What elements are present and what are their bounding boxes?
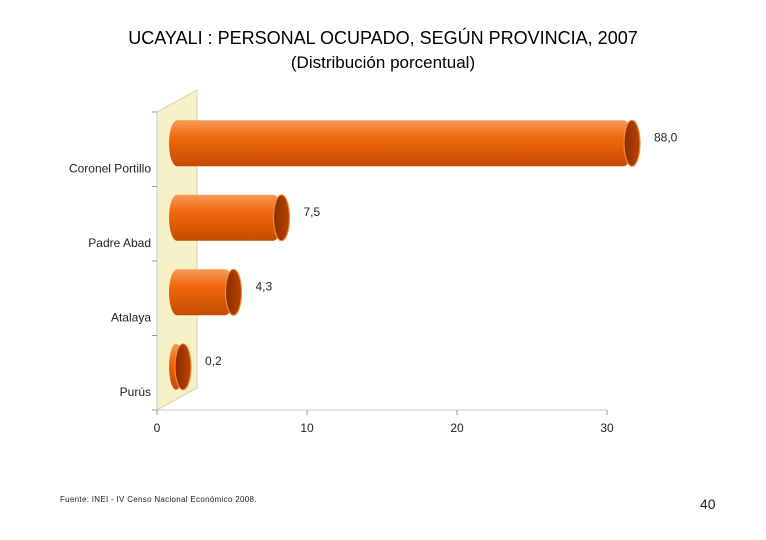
page-number: 40 (700, 496, 716, 512)
bar-end-cap (272, 194, 291, 242)
data-label: 0,2 (205, 354, 222, 368)
data-label: 4,3 (256, 279, 273, 293)
chart-subtitle: (Distribución porcentual) (290, 53, 476, 72)
bar-group (169, 268, 243, 316)
bar (169, 269, 234, 316)
data-label: 7,5 (304, 205, 321, 219)
bar-group (169, 343, 192, 391)
bar-group (169, 119, 641, 167)
x-tick-label: 0 (154, 421, 161, 435)
bar-end-cap (623, 119, 641, 167)
x-tick-label: 20 (450, 421, 464, 435)
bar (169, 194, 282, 241)
chart-title: UCAYALI : PERSONAL OCUPADO, SEGÚN PROVIN… (128, 28, 638, 48)
data-label: 88,0 (654, 130, 678, 144)
category-label: Purús (120, 385, 151, 399)
bar (169, 120, 632, 167)
category-label: Atalaya (111, 310, 151, 324)
bar-end-cap (224, 268, 243, 316)
x-tick-label: 10 (300, 421, 314, 435)
x-tick-label: 30 (600, 421, 614, 435)
category-label: Padre Abad (88, 236, 151, 250)
bar-end-cap (174, 343, 192, 391)
bar-group (169, 194, 291, 242)
source-note: Fuente: INEI - IV Censo Nacional Económi… (60, 495, 257, 504)
category-label: Coronel Portillo (69, 161, 151, 175)
